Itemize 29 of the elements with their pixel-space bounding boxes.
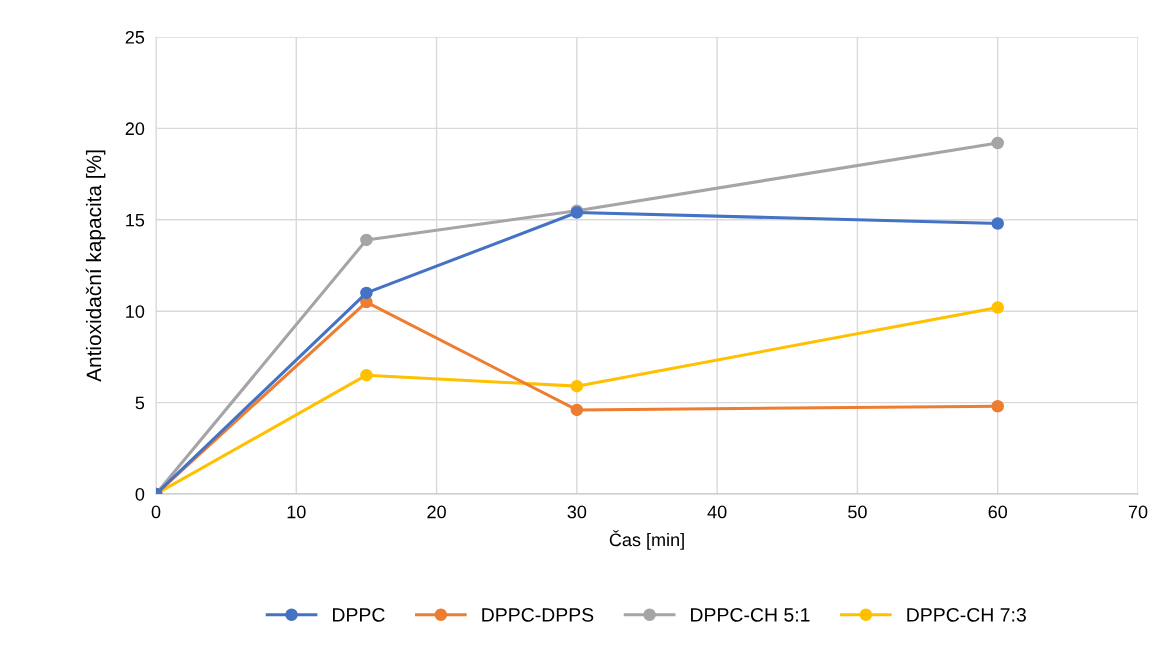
- x-tick-label: 0: [151, 505, 161, 519]
- x-tick-label: 60: [988, 505, 1008, 519]
- legend-label: DPPC-CH 5:1: [691, 607, 810, 622]
- x-tick-label: 40: [707, 505, 727, 519]
- y-tick-label: 5: [135, 396, 145, 410]
- point: [991, 217, 1004, 230]
- y-tick-label: 10: [126, 305, 145, 318]
- x-tick-label: 30: [567, 505, 587, 519]
- point: [991, 301, 1004, 314]
- x-tick-label: 70: [1128, 505, 1148, 519]
- point: [991, 400, 1004, 413]
- point: [991, 136, 1004, 150]
- y-axis-title: Antioxidační kapacita [%]: [85, 150, 106, 382]
- point: [360, 233, 373, 247]
- legend-label: DPPC-CH 7:3: [907, 607, 1026, 622]
- x-tick-label: 10: [287, 505, 306, 519]
- x-tick-label: 50: [848, 505, 867, 519]
- x-tick-label: 20: [427, 505, 446, 519]
- point: [570, 379, 584, 393]
- x-axis-title: Čas [min]: [609, 530, 684, 550]
- y-tick-label: 0: [135, 487, 145, 501]
- y-tick-label: 20: [125, 122, 145, 136]
- legend-label: DPPC: [333, 607, 385, 622]
- y-tick-label: 15: [126, 213, 145, 227]
- point: [360, 286, 373, 300]
- y-tick-label: 25: [125, 30, 145, 44]
- point: [570, 403, 584, 417]
- point: [360, 368, 373, 382]
- legend-label: DPPC-DPPS: [482, 607, 594, 622]
